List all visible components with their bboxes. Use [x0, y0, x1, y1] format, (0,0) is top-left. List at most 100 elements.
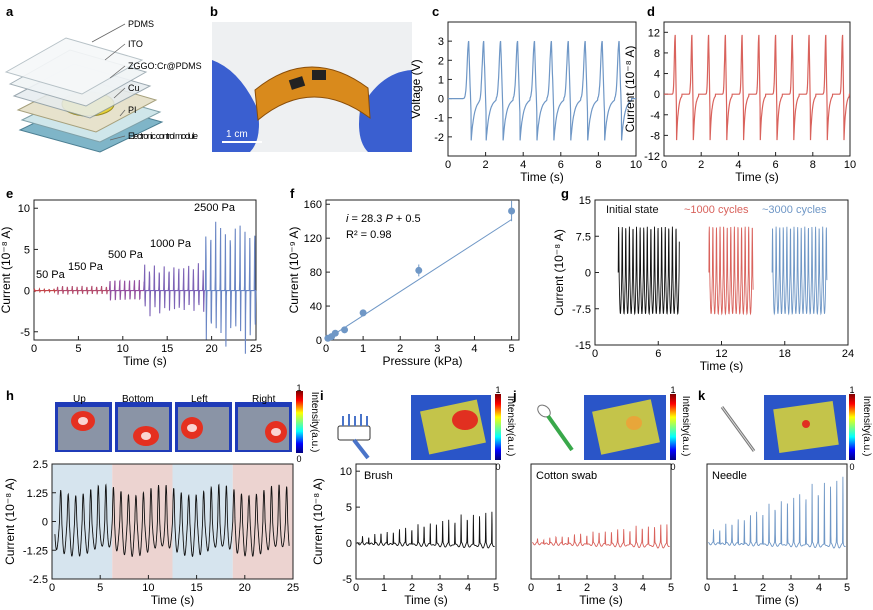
y-tick-label: 160	[304, 199, 322, 211]
annotation-50pa: 50 Pa	[36, 269, 66, 281]
y-axis-label: Current (10⁻⁸ A)	[3, 478, 17, 565]
x-tick-label: 5	[493, 582, 499, 594]
k-images: 1 0 Intensity(a.u.)	[720, 385, 872, 472]
segment-3	[143, 263, 206, 317]
x-tick-label: 12	[715, 348, 727, 360]
series-0	[617, 226, 680, 316]
x-tick-label: 6	[558, 159, 564, 171]
scale-bar-label: 1 cm	[226, 129, 248, 140]
map-left: Left	[175, 394, 232, 452]
y-tick-label: 1	[438, 74, 444, 86]
x-tick-label: 1	[732, 582, 738, 594]
x-tick-label: 4	[520, 159, 526, 171]
colorbar-k	[849, 394, 855, 460]
legend-1000: ~1000 cycles	[684, 204, 749, 216]
plot-frame	[355, 463, 497, 580]
y-tick-label: 40	[310, 301, 322, 313]
segment-2	[108, 279, 145, 301]
y-tick-label: -12	[644, 151, 660, 163]
y-tick-label: 1.25	[27, 488, 48, 500]
y-tick-label: -4	[650, 110, 660, 122]
y-tick-label: 12	[648, 27, 660, 39]
fit-equation-text: i = 28.3 P + 0.5	[346, 213, 421, 225]
x-tick-label: 3	[788, 582, 794, 594]
y-tick-label: 0	[438, 94, 444, 106]
map-label-up: Up	[73, 394, 86, 405]
layer-label-pi: PI	[128, 105, 137, 115]
map-label-bottom: Bottom	[122, 394, 154, 405]
y-tick-label: 5	[24, 244, 30, 256]
x-tick-label: 0	[704, 582, 710, 594]
x-tick-label: 2	[698, 159, 704, 171]
x-tick-label: 3	[434, 343, 440, 355]
y-tick-label: 2.5	[33, 459, 48, 471]
current-series	[532, 524, 670, 549]
x-tick-label: 8	[810, 159, 816, 171]
x-axis-label: Time (s)	[151, 593, 195, 607]
x-tick-label: 4	[735, 159, 741, 171]
segment-4	[204, 221, 257, 354]
y-tick-label: 2	[438, 55, 444, 67]
pressure-annotations: 50 Pa 150 Pa 500 Pa 1000 Pa 2500 Pa	[36, 202, 236, 281]
needle-icon	[720, 406, 756, 452]
glove-left	[212, 60, 259, 152]
y-tick-label: 5	[346, 502, 352, 514]
series-2	[771, 226, 828, 316]
h-maps: Up Bottom Left Right 1 0 Intensity(a.u.)	[55, 383, 320, 464]
x-tick-label: 20	[239, 582, 251, 594]
panel-label-g: g	[561, 186, 569, 201]
panel-c: c 0 2 4 6 8 10 -2 -1 0 1 2 3 Time (s) Voltage (V)	[409, 4, 642, 184]
panel-h: h 0 5 10 15 20 25 -2.5 -1.25 0 1.25 2.5 Time (s) Curr…	[3, 388, 299, 607]
current-series	[54, 483, 290, 558]
map-right: Right	[235, 394, 292, 452]
plot-frame	[663, 21, 851, 157]
brush-icon	[337, 414, 371, 460]
voltage-series	[448, 40, 636, 141]
colorbar-i-max: 1	[495, 385, 500, 395]
x-tick-label: 0	[528, 582, 534, 594]
y-tick-label: -8	[650, 130, 660, 142]
panel-label-e: e	[6, 186, 13, 201]
panel-k: k 0 1 2 3 4 5 Time (s)	[698, 388, 850, 607]
current-series	[664, 34, 850, 141]
colorbar-k-min: 0	[849, 462, 854, 472]
colorbar-i-min: 0	[495, 462, 500, 472]
x-axis-label: Pressure (kPa)	[382, 354, 462, 368]
x-tick-label: 0	[661, 159, 667, 171]
x-axis-label: Time (s)	[735, 170, 779, 184]
map-label-right: Right	[252, 394, 276, 405]
x-axis-label: Time (s)	[700, 359, 744, 373]
panel-label-i: i	[320, 388, 324, 403]
x-tick-label: 10	[117, 343, 129, 355]
x-tick-label: 1	[556, 582, 562, 594]
colorbar-k-max: 1	[849, 385, 854, 395]
x-tick-label: 4	[465, 582, 471, 594]
colorbar-j	[670, 394, 676, 460]
x-tick-label: 4	[471, 343, 477, 355]
x-tick-label: 6	[773, 159, 779, 171]
y-tick-label: 0	[24, 286, 30, 298]
y-tick-label: 4	[654, 69, 660, 81]
j-images: 1 0 Intensity(a.u.)	[537, 385, 691, 472]
x-tick-label: 10	[142, 582, 154, 594]
x-tick-label: 2	[584, 582, 590, 594]
x-tick-label: 0	[592, 348, 598, 360]
plot-frame	[33, 199, 257, 341]
y-tick-label: 0	[42, 517, 48, 529]
y-tick-label: 0	[585, 268, 591, 280]
y-tick-label: 10	[18, 203, 30, 215]
x-axis-label: Time (s)	[520, 170, 564, 184]
colorbar-j-label: Intensity(a.u.)	[680, 396, 691, 457]
y-tick-label: 80	[310, 267, 322, 279]
tool-label-brush: Brush	[364, 470, 393, 482]
tool-label-needle: Needle	[712, 470, 747, 482]
y-tick-label: 0	[316, 335, 322, 347]
x-tick-label: 5	[844, 582, 850, 594]
data-point	[415, 266, 423, 274]
colorbar-h-min: 0	[296, 454, 301, 464]
y-axis-label: Current (10⁻⁸ A)	[623, 46, 637, 133]
annotation-500pa: 500 Pa	[108, 249, 144, 261]
